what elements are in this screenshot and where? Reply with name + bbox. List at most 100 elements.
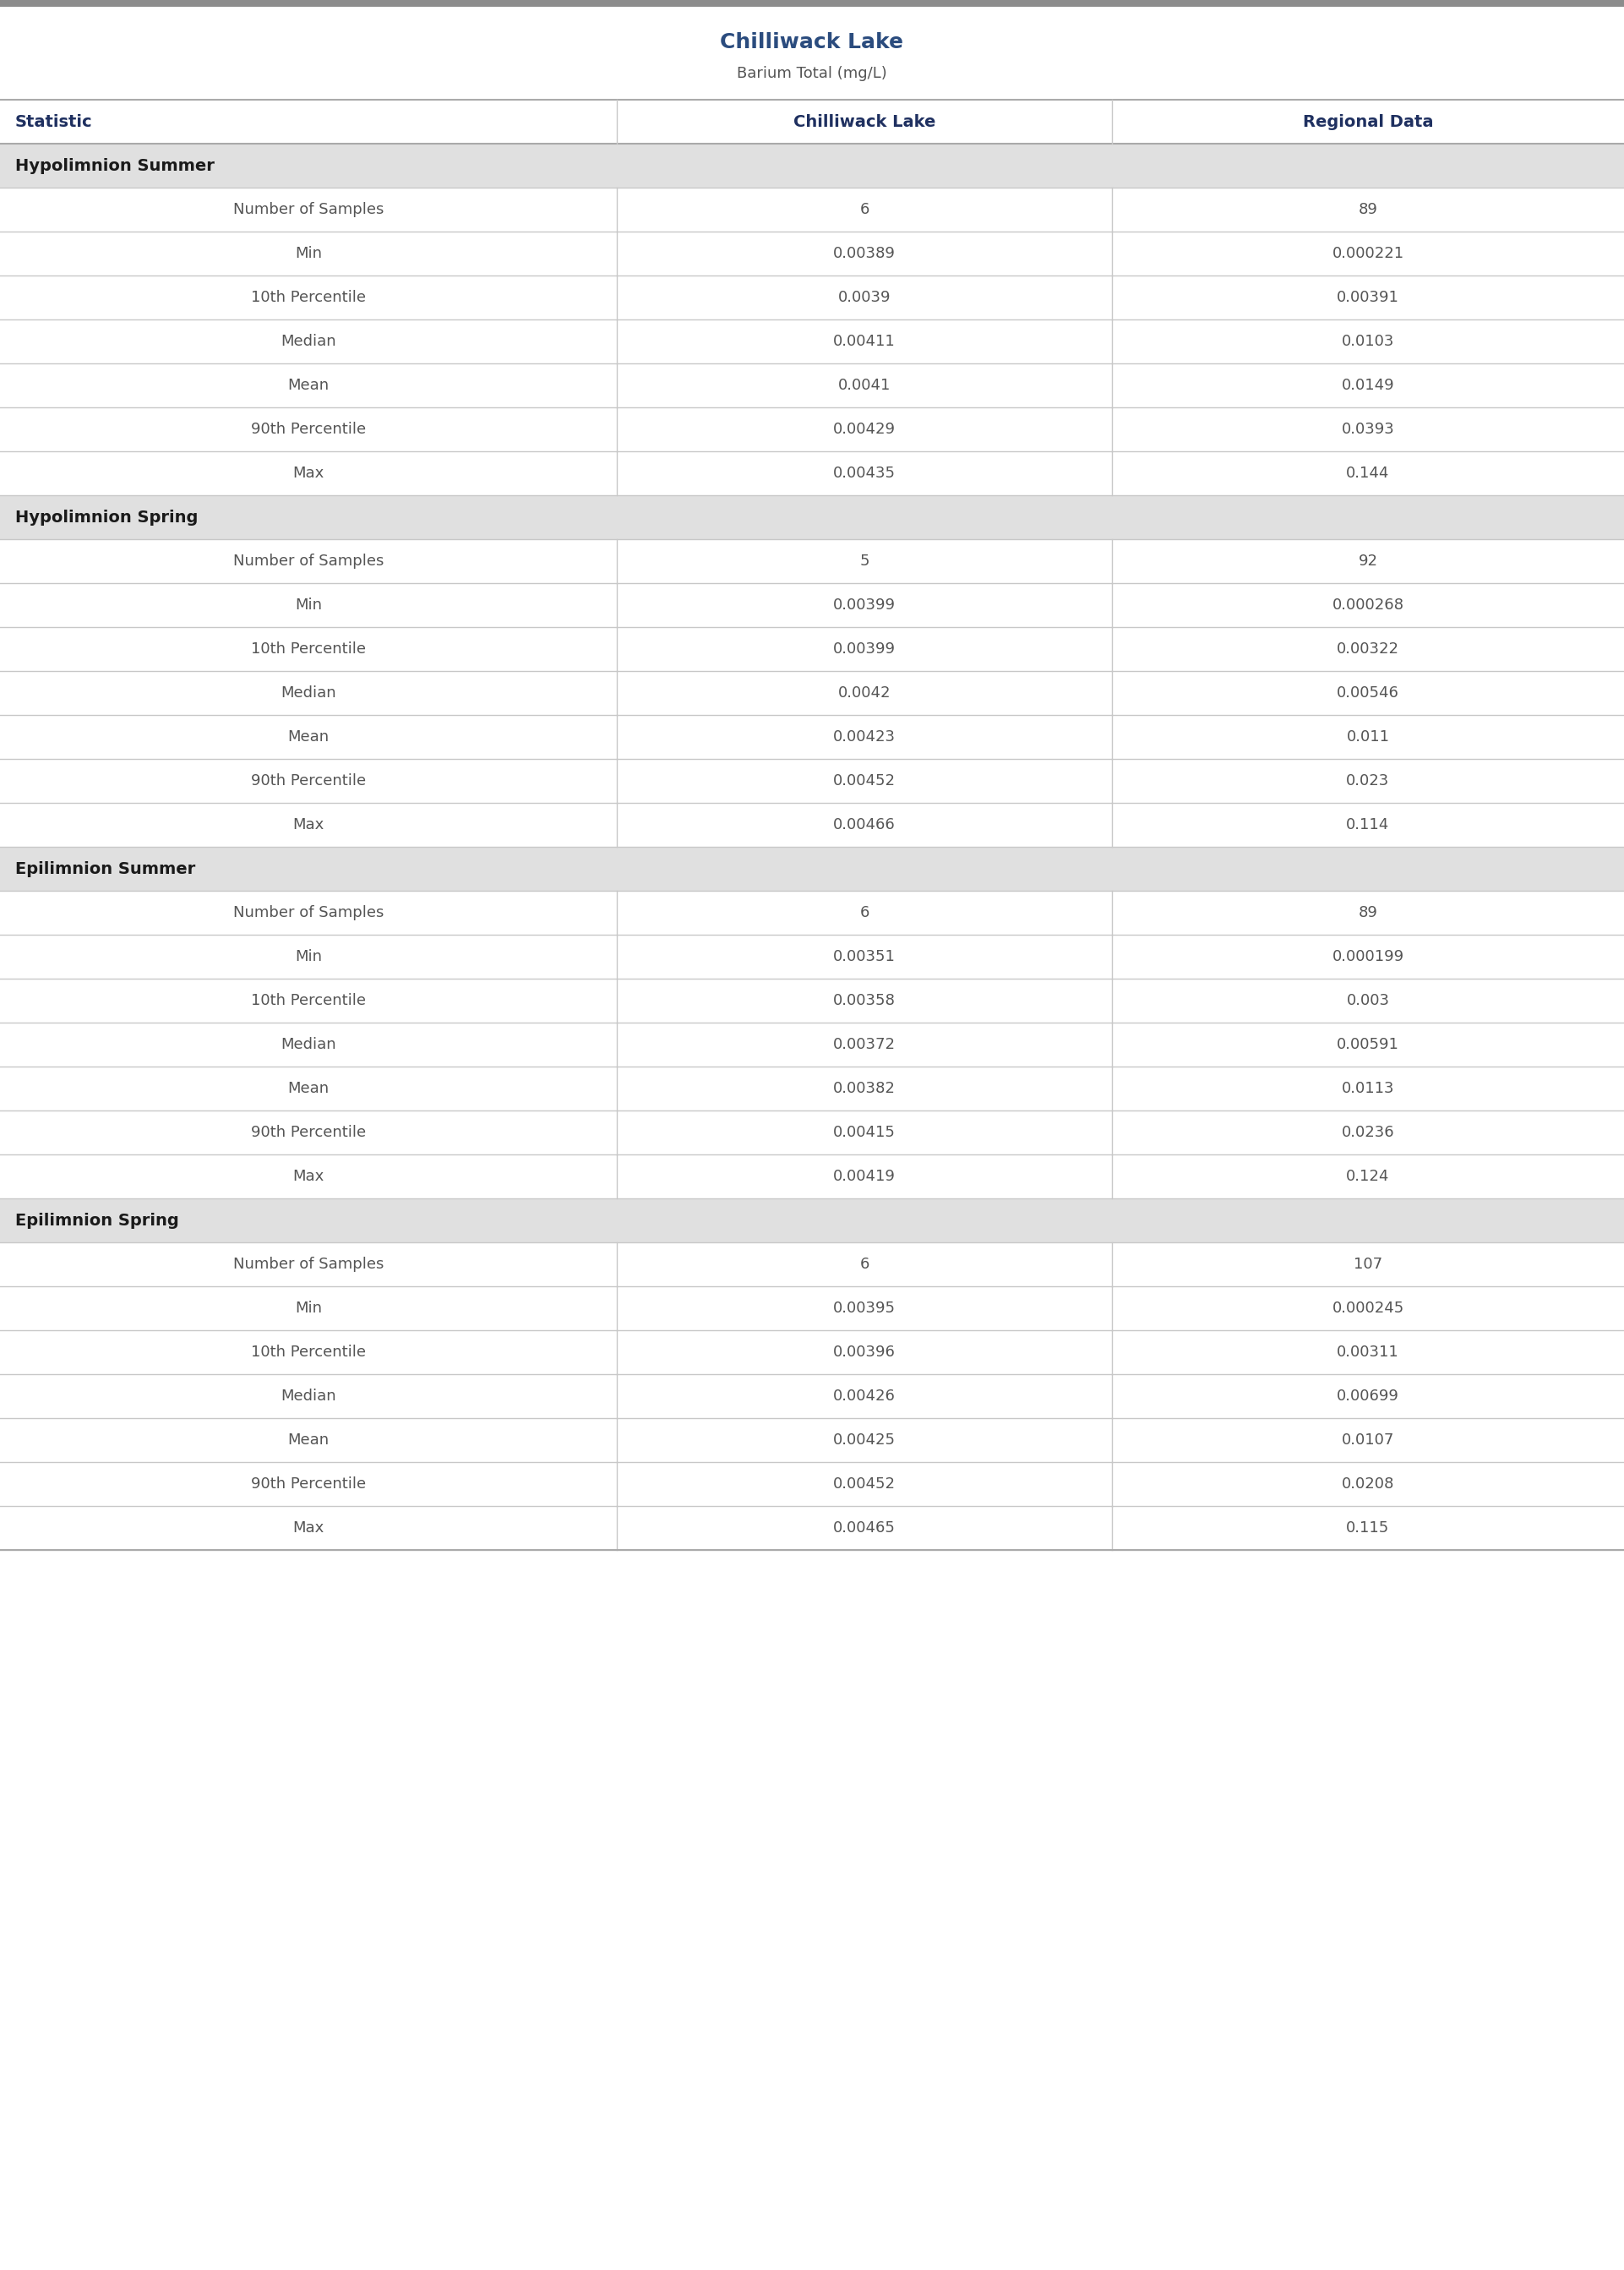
Text: 0.000199: 0.000199 xyxy=(1332,949,1403,965)
Text: 0.0236: 0.0236 xyxy=(1341,1126,1395,1140)
Text: 0.0149: 0.0149 xyxy=(1341,377,1395,393)
Text: 0.124: 0.124 xyxy=(1346,1169,1390,1185)
Text: Statistic: Statistic xyxy=(15,114,93,129)
Text: 89: 89 xyxy=(1358,906,1377,919)
Bar xyxy=(0,935,1624,978)
Text: 0.00423: 0.00423 xyxy=(833,729,896,745)
Text: Regional Data: Regional Data xyxy=(1302,114,1434,129)
Bar xyxy=(0,1242,1624,1287)
Text: 0.00382: 0.00382 xyxy=(833,1081,895,1096)
Bar xyxy=(0,890,1624,935)
Text: Median: Median xyxy=(281,686,336,701)
Text: 92: 92 xyxy=(1358,554,1377,570)
Text: 0.114: 0.114 xyxy=(1346,817,1390,833)
Bar xyxy=(0,758,1624,804)
Bar xyxy=(0,847,1624,890)
Bar xyxy=(0,320,1624,363)
Text: 0.00372: 0.00372 xyxy=(833,1037,896,1053)
Text: 0.0107: 0.0107 xyxy=(1341,1432,1395,1448)
Bar xyxy=(0,275,1624,320)
Bar xyxy=(0,1110,1624,1155)
Text: 0.00465: 0.00465 xyxy=(833,1521,895,1535)
Text: Min: Min xyxy=(296,1301,322,1317)
Text: 0.00311: 0.00311 xyxy=(1337,1344,1400,1360)
Text: 0.00426: 0.00426 xyxy=(833,1389,895,1403)
Text: 0.00389: 0.00389 xyxy=(833,245,895,261)
Text: 0.023: 0.023 xyxy=(1346,774,1390,788)
Bar xyxy=(0,1067,1624,1110)
Text: Mean: Mean xyxy=(287,1432,330,1448)
Bar xyxy=(0,100,1624,143)
Text: 0.00699: 0.00699 xyxy=(1337,1389,1400,1403)
Text: 0.00322: 0.00322 xyxy=(1337,642,1400,656)
Bar xyxy=(0,715,1624,758)
Bar xyxy=(0,188,1624,232)
Text: Hypolimnion Spring: Hypolimnion Spring xyxy=(15,508,198,524)
Bar xyxy=(0,1419,1624,1462)
Text: Min: Min xyxy=(296,245,322,261)
Text: 0.000245: 0.000245 xyxy=(1332,1301,1405,1317)
Bar xyxy=(0,540,1624,583)
Text: Median: Median xyxy=(281,1037,336,1053)
Bar xyxy=(0,1373,1624,1419)
Text: 6: 6 xyxy=(859,1258,869,1271)
Bar xyxy=(0,1462,1624,1505)
Text: 0.0208: 0.0208 xyxy=(1341,1476,1395,1491)
Text: 0.011: 0.011 xyxy=(1346,729,1390,745)
Text: 0.003: 0.003 xyxy=(1346,992,1390,1008)
Bar xyxy=(0,495,1624,540)
Text: Number of Samples: Number of Samples xyxy=(234,554,383,570)
Text: 0.00546: 0.00546 xyxy=(1337,686,1400,701)
Bar xyxy=(0,7,1624,100)
Bar xyxy=(0,627,1624,672)
Text: Mean: Mean xyxy=(287,377,330,393)
Text: 0.0393: 0.0393 xyxy=(1341,422,1395,436)
Text: 0.00391: 0.00391 xyxy=(1337,291,1400,304)
Text: Max: Max xyxy=(292,1521,325,1535)
Text: Epilimnion Spring: Epilimnion Spring xyxy=(15,1212,179,1228)
Text: Median: Median xyxy=(281,334,336,350)
Text: 0.00396: 0.00396 xyxy=(833,1344,895,1360)
Text: 0.115: 0.115 xyxy=(1346,1521,1390,1535)
Text: 10th Percentile: 10th Percentile xyxy=(252,992,365,1008)
Text: 0.00435: 0.00435 xyxy=(833,465,896,481)
Text: 0.0103: 0.0103 xyxy=(1341,334,1395,350)
Bar xyxy=(0,1022,1624,1067)
Text: 0.00419: 0.00419 xyxy=(833,1169,895,1185)
Text: 90th Percentile: 90th Percentile xyxy=(250,422,365,436)
Text: 0.00415: 0.00415 xyxy=(833,1126,895,1140)
Text: 90th Percentile: 90th Percentile xyxy=(250,1476,365,1491)
Bar xyxy=(0,406,1624,452)
Text: 89: 89 xyxy=(1358,202,1377,218)
Text: Chilliwack Lake: Chilliwack Lake xyxy=(721,32,903,52)
Text: 0.0041: 0.0041 xyxy=(838,377,890,393)
Text: Median: Median xyxy=(281,1389,336,1403)
Text: 0.00399: 0.00399 xyxy=(833,642,896,656)
Text: 0.00399: 0.00399 xyxy=(833,597,896,613)
Text: 0.00591: 0.00591 xyxy=(1337,1037,1400,1053)
Text: 6: 6 xyxy=(859,202,869,218)
Text: 0.0113: 0.0113 xyxy=(1341,1081,1395,1096)
Text: 0.00452: 0.00452 xyxy=(833,1476,896,1491)
Text: 0.00358: 0.00358 xyxy=(833,992,895,1008)
Bar xyxy=(0,1199,1624,1242)
Text: 0.0042: 0.0042 xyxy=(838,686,892,701)
Bar xyxy=(0,1287,1624,1330)
Text: 10th Percentile: 10th Percentile xyxy=(252,291,365,304)
Text: Min: Min xyxy=(296,597,322,613)
Text: 0.00351: 0.00351 xyxy=(833,949,895,965)
Text: Min: Min xyxy=(296,949,322,965)
Text: 10th Percentile: 10th Percentile xyxy=(252,642,365,656)
Bar xyxy=(0,0,1624,7)
Bar xyxy=(0,1330,1624,1373)
Text: 0.00466: 0.00466 xyxy=(833,817,895,833)
Text: Chilliwack Lake: Chilliwack Lake xyxy=(793,114,935,129)
Text: 0.144: 0.144 xyxy=(1346,465,1390,481)
Text: 0.0039: 0.0039 xyxy=(838,291,892,304)
Bar xyxy=(0,583,1624,627)
Text: Epilimnion Summer: Epilimnion Summer xyxy=(15,860,195,876)
Text: Max: Max xyxy=(292,465,325,481)
Text: Mean: Mean xyxy=(287,729,330,745)
Text: Mean: Mean xyxy=(287,1081,330,1096)
Text: 107: 107 xyxy=(1353,1258,1382,1271)
